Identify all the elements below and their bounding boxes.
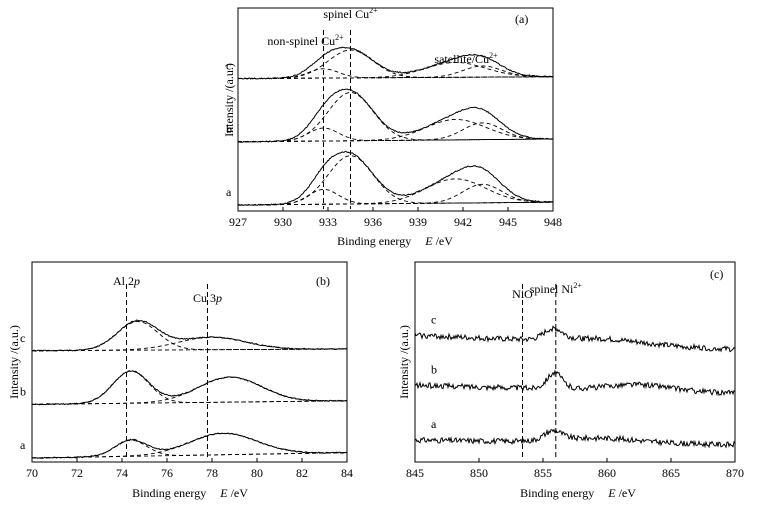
y-axis-title-b: Intensity /(a.u.) <box>7 325 21 399</box>
annotation-sup-a-2: 2+ <box>489 51 498 60</box>
x-axis-title-c-unit: /eV <box>616 486 637 500</box>
fit-b-b-0 <box>32 370 347 405</box>
annotation-c-1: spinel Ni2+ <box>530 281 583 296</box>
plot-frame-c <box>414 261 736 463</box>
x-axis-title-a-var: E <box>424 234 433 248</box>
series-b-c-line <box>32 319 348 352</box>
annotation-text-c-1: spinel Ni <box>530 282 574 296</box>
y-axis-title-c: Intensity /(a.u.) <box>397 325 411 399</box>
annotation-text-b-0: Al 2 <box>113 274 134 288</box>
annotation-sup-a-0: 2+ <box>369 6 378 15</box>
series-a-b-line <box>237 88 554 143</box>
baseline-a-c <box>237 76 554 80</box>
fit-a-b-3 <box>238 122 553 143</box>
series-label-c-c: c <box>431 312 436 326</box>
annotation-italic-b-0: p <box>133 274 140 288</box>
x-tick-label-a-936: 936 <box>364 215 382 229</box>
series-label-b-a: a <box>20 438 26 452</box>
x-axis-title-c: Binding energy E /eV <box>520 486 636 500</box>
plot-frame-b <box>31 261 348 463</box>
series-c-a-line <box>414 428 736 449</box>
x-tick-label-c-855: 855 <box>534 466 552 480</box>
annotation-text-b-1: Cu 3 <box>193 291 216 305</box>
series-c-c-line <box>414 325 736 353</box>
fit-a-c-0 <box>238 49 553 80</box>
series-label-a-b: b <box>226 122 232 136</box>
series-label-c-b: b <box>431 362 437 376</box>
x-tick-label-a-930: 930 <box>274 215 292 229</box>
annotation-text-a-2: satellite/Cu <box>434 52 489 66</box>
baseline-a-b <box>237 138 554 143</box>
panel-a: spinel Cu2+non-spinel Cu2+satellite/Cu2+… <box>222 6 562 248</box>
baseline-b-c <box>31 348 348 352</box>
x-tick-label-c-845: 845 <box>406 466 424 480</box>
x-tick-label-a-945: 945 <box>499 215 517 229</box>
annotation-a-0: spinel Cu2+ <box>323 6 378 21</box>
x-tick-label-c-860: 860 <box>598 466 616 480</box>
x-tick-label-c-865: 865 <box>662 466 680 480</box>
x-axis-title-b-unit: /eV <box>228 486 249 500</box>
series-a-a-line <box>237 150 554 207</box>
x-tick-label-b-80: 80 <box>251 466 263 480</box>
x-tick-label-b-76: 76 <box>161 466 173 480</box>
series-label-a-c: c <box>226 59 231 73</box>
series-label-a-a: a <box>226 185 232 199</box>
series-c-b-line <box>414 369 736 397</box>
panel-label-a: (a) <box>515 12 528 26</box>
x-tick-label-a-933: 933 <box>319 215 337 229</box>
annotation-b-0: Al 2p <box>113 274 140 288</box>
fit-b-c-1 <box>32 336 347 352</box>
plot-frame-a <box>237 7 554 212</box>
fit-b-b-1 <box>32 376 347 405</box>
annotation-sup-c-1: 2+ <box>573 281 582 290</box>
fit-a-c-1 <box>238 68 553 80</box>
x-tick-label-b-82: 82 <box>296 466 308 480</box>
panel-label-b: (b) <box>316 274 330 288</box>
x-tick-label-c-850: 850 <box>470 466 488 480</box>
annotation-text-a-1: non-spinel Cu <box>267 34 335 48</box>
x-tick-label-b-72: 72 <box>71 466 83 480</box>
annotation-text-a-0: spinel Cu <box>323 7 369 21</box>
baseline-b-b <box>31 400 348 405</box>
x-axis-title-c-var: E <box>607 486 616 500</box>
fit-a-a-2 <box>238 178 553 206</box>
series-label-c-a: a <box>431 417 437 431</box>
fit-a-a-0 <box>238 155 553 206</box>
series-label-b-c: c <box>20 331 25 345</box>
annotation-a-1: non-spinel Cu2+ <box>267 33 344 48</box>
x-tick-label-b-70: 70 <box>26 466 38 480</box>
x-tick-label-a-948: 948 <box>544 215 562 229</box>
x-tick-label-b-74: 74 <box>116 466 128 480</box>
x-tick-label-a-927: 927 <box>229 215 247 229</box>
series-label-b-b: b <box>20 384 26 398</box>
panel-label-c: (c) <box>710 267 723 281</box>
x-axis-title-a-unit: /eV <box>433 234 454 248</box>
annotation-b-1: Cu 3p <box>193 291 222 305</box>
x-tick-label-c-870: 870 <box>726 466 744 480</box>
fit-b-c-0 <box>32 321 347 352</box>
baseline-b-a <box>31 452 348 459</box>
y-axis-title-a: Intensity /(a.u.) <box>222 63 236 137</box>
fit-b-a-1 <box>32 432 347 459</box>
fit-a-c-2 <box>238 61 554 80</box>
series-b-a-line <box>31 432 348 459</box>
x-tick-label-b-78: 78 <box>206 466 218 480</box>
baseline-a-a <box>237 201 554 206</box>
x-tick-label-a-939: 939 <box>409 215 427 229</box>
annotation-a-2: satellite/Cu2+ <box>434 51 498 66</box>
x-axis-title-a-text: Binding energy <box>337 234 411 248</box>
x-axis-title-b-text: Binding energy <box>132 486 206 500</box>
x-axis-title-b: Binding energy E /eV <box>132 486 248 500</box>
series-a-c-line <box>237 46 554 80</box>
annotation-italic-b-1: p <box>215 291 222 305</box>
x-tick-label-b-84: 84 <box>341 466 353 480</box>
x-axis-title-a: Binding energy E /eV <box>337 234 453 248</box>
x-tick-label-a-942: 942 <box>454 215 472 229</box>
annotation-sup-a-1: 2+ <box>335 33 344 42</box>
x-axis-title-c-text: Binding energy <box>520 486 594 500</box>
x-axis-title-b-var: E <box>219 486 228 500</box>
